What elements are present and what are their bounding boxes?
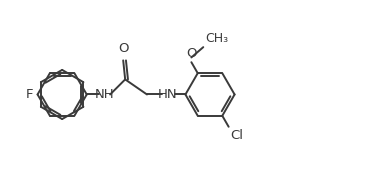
Text: O: O [118,42,129,55]
Text: CH₃: CH₃ [205,32,228,45]
Text: Cl: Cl [231,129,244,142]
Text: F: F [25,88,33,101]
Text: HN: HN [158,88,177,101]
Text: O: O [186,47,197,60]
Text: NH: NH [95,88,115,101]
